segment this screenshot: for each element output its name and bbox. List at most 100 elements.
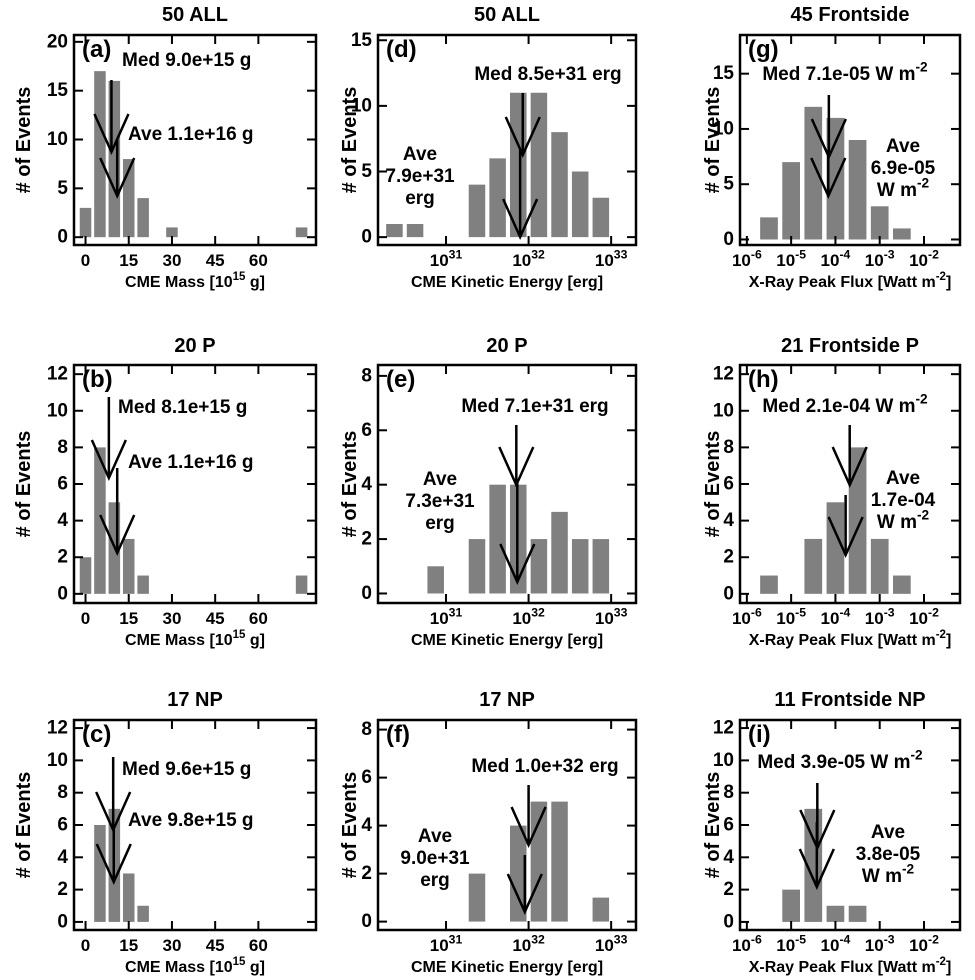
y-tick-label: 10 [47, 129, 68, 150]
text-part: 10 [595, 936, 614, 955]
x-tick-label: 60 [249, 936, 268, 955]
panel-label: (h) [748, 366, 779, 393]
y-tick-label: 8 [361, 365, 372, 386]
bar [166, 227, 178, 238]
text-part: -4 [839, 247, 850, 261]
x-tick-label: 1031 [430, 605, 463, 628]
y-tick-label: 10 [713, 750, 734, 771]
x-tick-label: 30 [162, 936, 181, 955]
text-part: -2 [917, 507, 930, 522]
y-tick-label: 2 [361, 863, 372, 884]
arrow-head [504, 116, 541, 159]
text-part: CME Mass [10 [125, 274, 233, 291]
chart-title: 17 NP [167, 689, 223, 711]
arrow-head [95, 843, 132, 886]
plot-frame [376, 33, 638, 247]
x-axis-label: CME Mass [1015 g] [125, 271, 265, 291]
x-axis-label: X-Ray Peak Flux [Watt m-2] [749, 271, 952, 291]
x-tick-label: 45 [206, 936, 225, 955]
bar [510, 92, 527, 238]
x-tick-label: 1031 [430, 247, 463, 270]
y-tick-label: 6 [57, 474, 68, 495]
y-axis-label: # of Events [13, 431, 35, 538]
annotation-text: Med 9.0e+15 g [122, 50, 251, 71]
text-part: 10 [512, 936, 531, 955]
y-tick-label: 6 [361, 420, 372, 441]
arrow-head [99, 157, 136, 200]
y-tick-label: 4 [57, 847, 68, 868]
bar [760, 575, 778, 594]
text-part: Ave [403, 144, 437, 165]
x-tick-label: 10-5 [776, 932, 806, 955]
bar [94, 71, 106, 238]
text-part: -2 [910, 747, 923, 762]
text-part: 10 [821, 251, 840, 270]
bar [782, 162, 800, 240]
text-part: Med 8.5e+31 erg [474, 64, 621, 85]
chart-title: 21 Frontside P [781, 335, 919, 357]
bar [295, 227, 308, 238]
text-part: 15 [233, 271, 246, 283]
x-tick-label: 10-3 [865, 932, 895, 955]
annotation-text: Med 3.9e-05 W m-2 [757, 747, 923, 773]
arrow-head [506, 873, 543, 916]
y-tick-label: 6 [723, 474, 734, 495]
text-part: Med 8.1e+15 g [118, 397, 247, 418]
y-tick-label: 15 [47, 80, 69, 101]
text-part: 10 [732, 936, 751, 955]
text-part: CME Kinetic Energy [erg] [411, 959, 603, 976]
bar [137, 575, 149, 594]
annotation-text: Ave [886, 468, 920, 489]
arrow-head [510, 806, 547, 849]
annotation-text: Med 8.5e+31 erg [474, 64, 621, 85]
text-part: 33 [614, 605, 628, 619]
text-part: g] [245, 274, 265, 291]
x-tick-label: 10-4 [821, 605, 851, 628]
x-tick-label: 10-2 [909, 247, 939, 270]
text-part: W m [877, 180, 917, 201]
arrow-head [90, 439, 128, 482]
text-part: 3.8e-05 [856, 844, 921, 865]
text-part: X-Ray Peak Flux [Watt m [749, 632, 936, 649]
y-axis-label: # of Events [702, 772, 724, 879]
text-part: Ave [423, 469, 457, 490]
panel-label: (c) [82, 721, 111, 748]
chart-title: 50 ALL [162, 4, 228, 26]
bar [571, 539, 589, 594]
text-part: CME Mass [10 [125, 632, 233, 649]
text-part: 10 [821, 936, 840, 955]
x-tick-label: 1032 [512, 932, 545, 955]
bar [386, 224, 403, 238]
text-part: CME Kinetic Energy [erg] [411, 632, 603, 649]
y-axis-label: # of Events [702, 431, 724, 538]
y-tick-label: 10 [713, 118, 734, 139]
x-tick-label: 1033 [595, 932, 628, 955]
text-part: 32 [531, 247, 545, 261]
chart-title: 20 P [486, 335, 527, 357]
bar [137, 905, 149, 922]
annotation-text: W m-2 [862, 861, 915, 887]
bar [551, 801, 568, 922]
y-axis-label: # of Events [339, 431, 361, 538]
y-axis-label: # of Events [13, 87, 35, 194]
y-tick-label: 8 [57, 437, 68, 458]
annotation-text: Med 8.1e+15 g [118, 397, 247, 418]
annotation-text: Med 9.6e+15 g [122, 759, 251, 780]
arrow-head [99, 514, 136, 557]
annotation-text: W m-2 [877, 175, 930, 201]
y-tick-label: 0 [361, 911, 372, 932]
bar [530, 539, 548, 594]
text-part: Med 3.9e-05 W m [757, 752, 910, 773]
y-tick-label: 12 [47, 364, 68, 385]
x-tick-label: 0 [81, 251, 90, 270]
bar [592, 539, 610, 594]
panel-label: (a) [82, 36, 111, 63]
bar [122, 873, 135, 922]
text-part: -2 [928, 247, 939, 261]
text-part: g] [245, 632, 265, 649]
y-tick-label: 0 [57, 583, 68, 604]
arrow-head [827, 516, 864, 559]
annotation-text: Ave [418, 826, 452, 847]
x-axis-label: CME Kinetic Energy [erg] [411, 632, 603, 649]
x-tick-label: 45 [206, 251, 225, 270]
